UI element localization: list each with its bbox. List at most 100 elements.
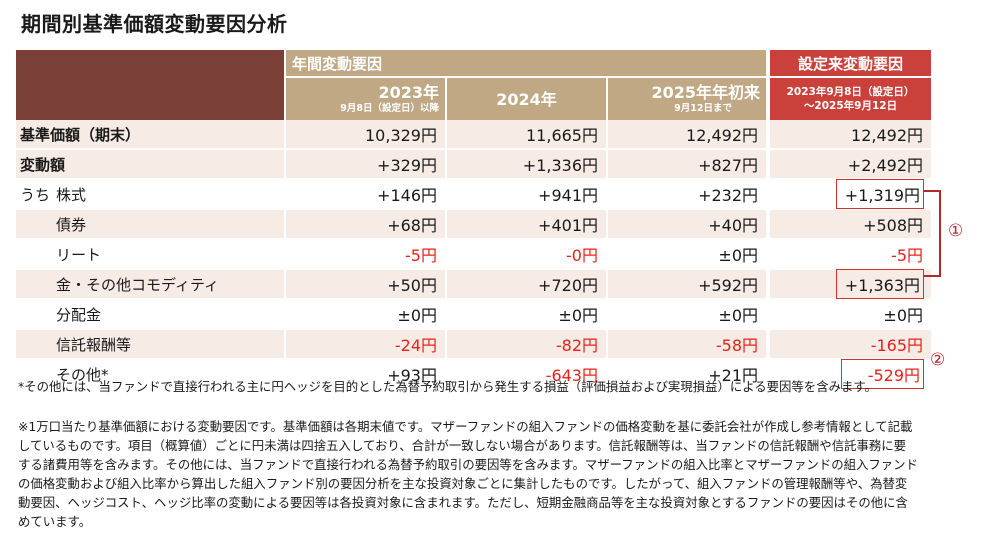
value-cell: -58円	[605, 329, 769, 360]
bracket-bottom	[924, 275, 940, 277]
value-text: +146円	[377, 186, 437, 205]
value-cell: +720円	[445, 269, 607, 300]
value-cell: +1,363円	[766, 269, 932, 300]
value-text: -58円	[715, 336, 759, 355]
table-row: 信託報酬等 -24円 -82円 -58円 -165円	[16, 329, 932, 360]
row-label-text: 分配金	[56, 305, 102, 324]
value-cell: ±0円	[605, 239, 769, 270]
row-label: 金・その他コモディティ	[16, 269, 285, 300]
value-cell: ±0円	[766, 299, 932, 330]
value-text: +40円	[708, 216, 759, 235]
value-cell: -529円	[766, 359, 932, 390]
value-cell: +592円	[605, 269, 769, 300]
table-row: その他* +93円 -643円 +21円 -529円	[16, 359, 932, 390]
row-prefix: うち	[20, 185, 51, 204]
page-title: 期間別基準価額変動要因分析	[21, 12, 288, 36]
value-text: -165円	[870, 336, 924, 355]
table-row: うち 株式 +146円 +941円 +232円 +1,319円	[16, 179, 932, 210]
row-label: 信託報酬等	[16, 329, 285, 360]
value-cell: +508円	[766, 209, 932, 240]
value-cell: 11,665円	[445, 120, 607, 150]
value-cell: +827円	[605, 149, 769, 180]
value-text: -5円	[891, 246, 924, 265]
value-text: +827円	[698, 156, 759, 175]
row-label-text: 金・その他コモディティ	[56, 275, 220, 294]
fluctuation-table: 年間変動要因 設定来変動要因 2023年 9月8日（設定日）以降 2024年 2…	[16, 50, 932, 390]
table-row: 金・その他コモディティ +50円 +720円 +592円 +1,363円	[16, 269, 932, 300]
value-text: +592円	[698, 276, 759, 295]
value-text: 12,492円	[851, 126, 924, 145]
value-cell: +401円	[445, 209, 607, 240]
value-text: +21円	[708, 366, 759, 385]
value-cell: +232円	[605, 179, 769, 210]
value-cell: -82円	[445, 329, 607, 360]
row-label-text: 信託報酬等	[56, 335, 132, 354]
value-cell: ±0円	[284, 299, 446, 330]
annual-factors-header: 年間変動要因	[283, 50, 769, 77]
value-text: -643円	[545, 366, 598, 385]
row-label: その他*	[16, 359, 285, 390]
value-text: ±0円	[718, 306, 759, 325]
table-row: 変動額 +329円 +1,336円 +827円 +2,492円	[16, 149, 932, 180]
value-text: 11,665円	[526, 126, 598, 145]
value-cell: +941円	[445, 179, 607, 210]
annotation-circle-1: ①	[948, 221, 964, 241]
table-row: 基準価額（期末） 10,329円 11,665円 12,492円 12,492円	[16, 120, 932, 150]
value-text: +1,363円	[835, 269, 925, 299]
row-label-text: 債券	[56, 215, 87, 234]
value-text: 12,492円	[686, 126, 759, 145]
value-text: +1,336円	[522, 156, 598, 175]
table-row: リート -5円 -0円 ±0円 -5円	[16, 239, 932, 270]
value-cell: -165円	[766, 329, 932, 360]
row-label-text: リート	[56, 245, 102, 264]
value-cell: -5円	[766, 239, 932, 270]
row-label-text: 基準価額（期末）	[20, 125, 141, 144]
bracket-vertical	[939, 190, 941, 277]
value-cell: +93円	[284, 359, 446, 390]
footnote-other: *その他には、当ファンドで直接行われる主に円ヘッジを目的とした為替予約取引から発…	[18, 379, 877, 394]
value-cell: -5円	[284, 239, 446, 270]
value-cell: ±0円	[445, 299, 607, 330]
value-text: -82円	[555, 336, 598, 355]
value-text: +232円	[698, 186, 759, 205]
value-cell: +21円	[605, 359, 769, 390]
col-2025-header: 2025年年初来 9月12日まで	[605, 76, 769, 120]
row-label-text: 変動額	[20, 155, 66, 174]
value-cell: +1,319円	[766, 179, 932, 210]
value-text: +2,492円	[847, 156, 924, 175]
value-text: ±0円	[718, 246, 759, 265]
value-cell: -643円	[445, 359, 607, 390]
row-label: 基準価額（期末）	[16, 120, 285, 150]
row-label: うち 株式	[16, 179, 285, 210]
row-label: 変動額	[16, 149, 285, 180]
since-inception-header: 設定来変動要因	[766, 50, 932, 77]
value-text: +720円	[538, 276, 598, 295]
col-2023-header: 2023年 9月8日（設定日）以降	[284, 76, 446, 120]
value-cell: +1,336円	[445, 149, 607, 180]
value-text: -5円	[405, 246, 437, 265]
value-cell: 12,492円	[766, 120, 932, 150]
value-text: -0円	[566, 246, 598, 265]
value-text: 10,329円	[365, 126, 437, 145]
value-cell: +2,492円	[766, 149, 932, 180]
table-row: 債券 +68円 +401円 +40円 +508円	[16, 209, 932, 240]
header-corner	[16, 50, 285, 120]
row-label: 債券	[16, 209, 285, 240]
value-cell: 10,329円	[284, 120, 446, 150]
value-text: +50円	[387, 276, 437, 295]
value-text: -529円	[840, 359, 925, 389]
col-since-header: 2023年9月8日（設定日） ～2025年9月12日	[766, 76, 932, 120]
value-text: -24円	[394, 336, 437, 355]
bracket-top	[924, 190, 940, 192]
value-cell: -24円	[284, 329, 446, 360]
value-text: +93円	[387, 366, 437, 385]
value-text: ±0円	[558, 306, 598, 325]
value-text: ±0円	[883, 306, 924, 325]
value-cell: +329円	[284, 149, 446, 180]
value-text: +68円	[387, 216, 437, 235]
value-cell: +50円	[284, 269, 446, 300]
value-cell: +40円	[605, 209, 769, 240]
value-text: ±0円	[397, 306, 437, 325]
row-label-text: 株式	[56, 185, 87, 204]
value-text: +941円	[538, 186, 598, 205]
